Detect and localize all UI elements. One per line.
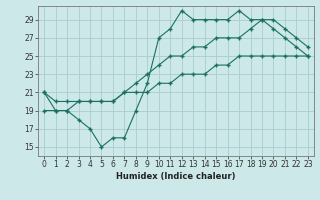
X-axis label: Humidex (Indice chaleur): Humidex (Indice chaleur)	[116, 172, 236, 181]
